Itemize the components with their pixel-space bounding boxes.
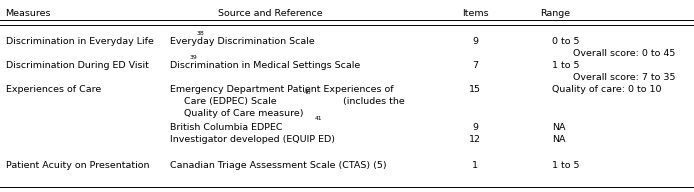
- Text: Discrimination in Everyday Life: Discrimination in Everyday Life: [6, 37, 153, 46]
- Text: Everyday Discrimination Scale: Everyday Discrimination Scale: [170, 37, 315, 46]
- Text: 0 to 5: 0 to 5: [552, 37, 579, 46]
- Text: 1: 1: [473, 161, 478, 170]
- Text: Items: Items: [462, 9, 489, 18]
- Text: Canadian Triage Assessment Scale (CTAS) (5): Canadian Triage Assessment Scale (CTAS) …: [170, 161, 387, 170]
- Text: Overall score: 7 to 35: Overall score: 7 to 35: [573, 73, 675, 82]
- Text: Investigator developed (EQUIP ED): Investigator developed (EQUIP ED): [170, 135, 335, 144]
- Text: 7: 7: [473, 61, 478, 70]
- Text: 12: 12: [469, 135, 482, 144]
- Text: 40: 40: [303, 90, 311, 95]
- Text: 9: 9: [473, 123, 478, 132]
- Text: 9: 9: [473, 37, 478, 46]
- Text: 38: 38: [196, 31, 204, 36]
- Text: NA: NA: [552, 135, 565, 144]
- Text: Overall score: 0 to 45: Overall score: 0 to 45: [573, 49, 675, 58]
- Text: Care (EDPEC) Scale: Care (EDPEC) Scale: [184, 97, 276, 106]
- Text: Measures: Measures: [6, 9, 51, 18]
- Text: (includes the: (includes the: [340, 97, 405, 106]
- Text: 1 to 5: 1 to 5: [552, 61, 579, 70]
- Text: Discrimination in Medical Settings Scale: Discrimination in Medical Settings Scale: [170, 61, 360, 70]
- Text: Source and Reference: Source and Reference: [219, 9, 323, 18]
- Text: Quality of care: 0 to 10: Quality of care: 0 to 10: [552, 85, 661, 94]
- Text: Patient Acuity on Presentation: Patient Acuity on Presentation: [6, 161, 149, 170]
- Text: NA: NA: [552, 123, 565, 132]
- Text: 41: 41: [315, 116, 323, 121]
- Text: Quality of Care measure): Quality of Care measure): [184, 109, 303, 118]
- Text: 39: 39: [190, 55, 198, 60]
- Text: British Columbia EDPEC: British Columbia EDPEC: [170, 123, 282, 132]
- Text: Discrimination During ED Visit: Discrimination During ED Visit: [6, 61, 149, 70]
- Text: Range: Range: [540, 9, 570, 18]
- Text: Emergency Department Patient Experiences of: Emergency Department Patient Experiences…: [170, 85, 393, 94]
- Text: Experiences of Care: Experiences of Care: [6, 85, 101, 94]
- Text: 1 to 5: 1 to 5: [552, 161, 579, 170]
- Text: 15: 15: [469, 85, 482, 94]
